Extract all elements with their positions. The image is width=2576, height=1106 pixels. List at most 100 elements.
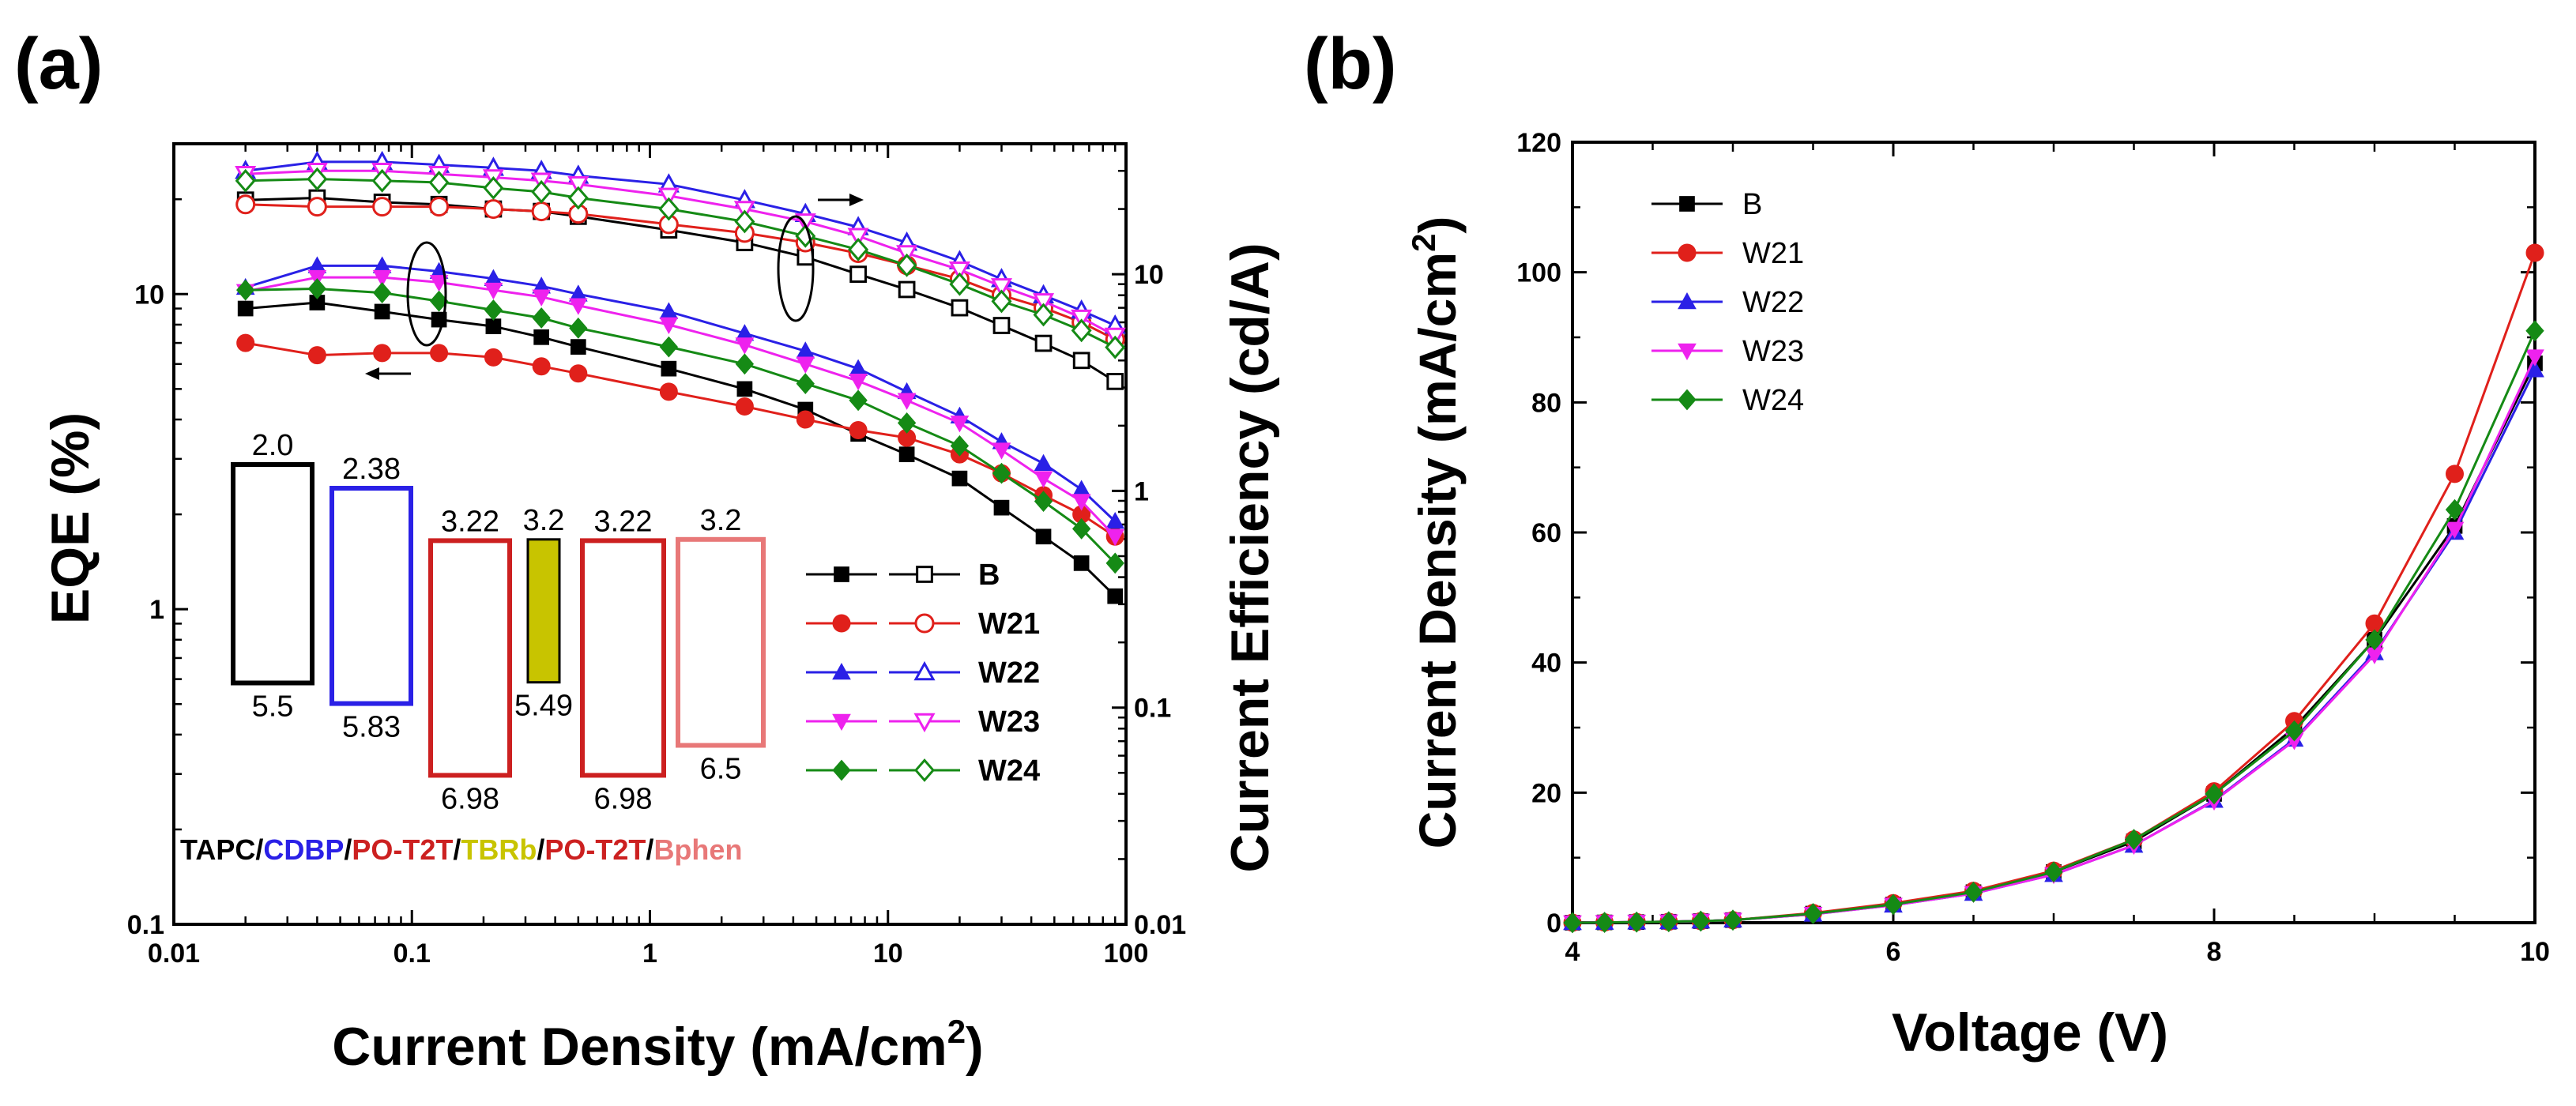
eqe-point <box>374 303 390 320</box>
legend-item-W24: W24 <box>806 754 1040 788</box>
y-axis-label-main: Current Density (mA/cm <box>1408 252 1467 849</box>
eqe-point <box>659 382 678 401</box>
eqe-point <box>950 434 970 457</box>
ce-point <box>657 187 680 208</box>
legend-item-W22: W22 <box>1651 286 1804 319</box>
homo-label: 6.5 <box>700 753 742 786</box>
ce-point <box>235 194 256 215</box>
y-tick-label: 20 <box>1531 778 1561 808</box>
jv-point <box>1723 909 1742 931</box>
ce-point <box>658 197 680 221</box>
x-axis-label: Voltage (V) <box>1892 1003 2168 1063</box>
eqe-point <box>484 299 503 321</box>
eqe-point <box>485 318 502 334</box>
energy-box-tapc <box>231 462 314 686</box>
ce-point <box>1032 293 1055 313</box>
eqe-point <box>1034 453 1053 472</box>
legend-label: W21 <box>978 608 1040 641</box>
series-W23 <box>1563 349 2544 933</box>
y-left-tick-label: 10 <box>134 280 164 310</box>
x-axis-label-sup: 2 <box>947 1013 966 1050</box>
ce-point <box>307 167 328 191</box>
eqe-group-ellipse <box>406 241 447 347</box>
eqe-point <box>307 346 326 365</box>
stack-part: CDBP <box>263 833 344 866</box>
x-tick-label: 1 <box>642 939 657 969</box>
stack-part: TBRb <box>461 833 537 866</box>
ce-point <box>1071 309 1093 329</box>
ce-point <box>1071 318 1092 343</box>
eqe-point <box>373 344 392 363</box>
legend-item-W23: W23 <box>806 705 1040 739</box>
ce-point <box>795 224 816 248</box>
ce-point <box>734 209 755 234</box>
eqe-point <box>532 307 551 329</box>
x-tick-label: 8 <box>2207 937 2222 967</box>
legend-marker-filled <box>832 614 851 633</box>
y-left-tick-label: 1 <box>149 595 164 625</box>
y-right-tick-label: 10 <box>1134 260 1164 290</box>
legend-label: W22 <box>1742 286 1804 319</box>
jv-point <box>2445 498 2465 521</box>
jv-point <box>1627 911 1646 933</box>
legend-label: W24 <box>1742 384 1804 417</box>
y-tick-label: 100 <box>1516 258 1561 288</box>
panel-label: (b) <box>1304 24 1396 104</box>
eqe-point <box>897 393 917 410</box>
eqe-point <box>897 412 917 434</box>
y-tick-label: 120 <box>1516 128 1561 158</box>
ce-point <box>949 272 970 296</box>
ce-point <box>948 261 970 281</box>
jv-point <box>2525 349 2544 367</box>
energy-box-po-t2t <box>580 538 666 778</box>
eqe-point <box>950 416 970 433</box>
stack-part: PO-T2T <box>352 833 453 866</box>
lumo-label: 2.0 <box>252 429 294 462</box>
eqe-point <box>532 289 552 307</box>
ce-point <box>951 299 969 317</box>
y-right-tick-label: 0.01 <box>1134 910 1186 940</box>
jv-point <box>1595 912 1614 934</box>
stack-part: / <box>646 833 653 866</box>
eqe-point <box>568 298 588 315</box>
y-axis-label-sup: 2 <box>1405 234 1442 252</box>
legend-marker-open <box>914 758 935 782</box>
stack-part: / <box>344 833 352 866</box>
jv-point <box>2446 465 2464 483</box>
legend-item-B: B <box>1651 188 1762 221</box>
eqe-point <box>951 470 968 487</box>
eqe-point <box>659 317 679 334</box>
jv-point <box>1964 881 1983 903</box>
eqe-point <box>735 397 754 416</box>
eqe-point <box>372 282 392 303</box>
y-tick-label: 80 <box>1531 388 1561 418</box>
legend-marker <box>1678 389 1697 411</box>
energy-box-po-t2t <box>428 538 512 778</box>
y-right-tick-label: 0.1 <box>1134 694 1171 724</box>
plot-frame <box>1571 141 2536 924</box>
jv-point <box>2284 720 2304 742</box>
lumo-label: 3.2 <box>700 504 742 537</box>
jv-point <box>2124 829 2144 851</box>
eqe-point <box>569 317 588 339</box>
ce-point <box>1105 335 1126 359</box>
legend-label: W23 <box>1742 335 1804 368</box>
eqe-point <box>1071 494 1091 511</box>
ce-point <box>848 237 869 261</box>
ce-group-ellipse <box>777 215 815 322</box>
ce-point <box>567 176 589 196</box>
jv-point <box>1884 893 1903 916</box>
jv-line-W22 <box>1572 369 2536 924</box>
eqe-point <box>532 357 551 376</box>
energy-level-diagram: 2.0 5.5 2.38 5.83 3.22 6.98 3.2 5.49 3.22 6.98 3.2… <box>231 429 766 815</box>
jv-line-W23 <box>1572 356 2536 924</box>
stack-part: Bphen <box>653 833 742 866</box>
x-tick-label: 0.01 <box>148 939 200 969</box>
eqe-point <box>1034 491 1053 512</box>
y-tick-label: 60 <box>1531 518 1561 548</box>
eqe-point <box>1034 471 1053 488</box>
lumo-label: 2.38 <box>342 453 401 486</box>
stack-part: PO-T2T <box>544 833 646 866</box>
